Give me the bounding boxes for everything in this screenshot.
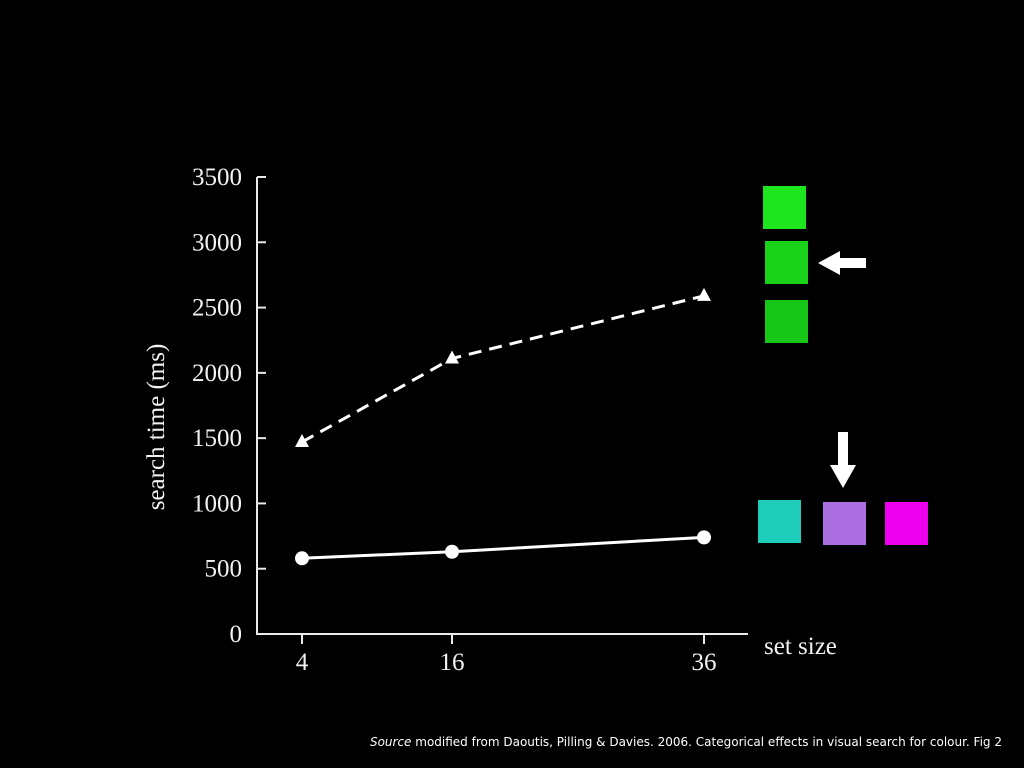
green-swatch-middle-target bbox=[765, 241, 808, 284]
y-tick-label: 500 bbox=[205, 556, 243, 583]
x-axis-title: set size bbox=[764, 633, 837, 660]
x-tick-label: 36 bbox=[692, 649, 717, 676]
y-tick-label: 1000 bbox=[192, 490, 242, 517]
circle-marker bbox=[295, 551, 309, 566]
green-swatch-bottom bbox=[765, 300, 808, 343]
magenta-swatch bbox=[885, 502, 928, 545]
y-tick-label: 3500 bbox=[192, 164, 242, 191]
x-tick-label: 16 bbox=[440, 649, 465, 676]
y-tick-label: 1500 bbox=[192, 425, 242, 452]
green-swatch-top bbox=[763, 186, 806, 229]
source-citation: Source modified from Daoutis, Pilling & … bbox=[370, 735, 1002, 749]
y-axis-title: search time (ms) bbox=[143, 344, 170, 511]
circle-marker bbox=[445, 544, 459, 559]
x-ticks: 4 16 36 bbox=[296, 634, 717, 676]
source-prefix: Source bbox=[369, 735, 412, 749]
teal-swatch bbox=[758, 500, 801, 543]
y-tick-label: 0 bbox=[230, 621, 243, 648]
y-tick-label: 2000 bbox=[192, 360, 242, 387]
y-tick-label: 2500 bbox=[192, 295, 242, 322]
source-text: modified from Daoutis, Pilling & Davies.… bbox=[411, 735, 1002, 749]
x-tick-label: 4 bbox=[296, 649, 309, 676]
series-layer bbox=[295, 287, 711, 566]
y-tick-label: 3000 bbox=[192, 229, 242, 256]
y-ticks: 0 500 1000 1500 2000 2500 3000 3500 bbox=[192, 164, 266, 648]
circle-marker bbox=[697, 530, 711, 545]
down-arrow-icon bbox=[830, 432, 856, 488]
purple-swatch-target bbox=[823, 502, 866, 545]
triangle-marker bbox=[445, 350, 459, 364]
axes bbox=[256, 177, 748, 635]
left-arrow-icon bbox=[818, 251, 866, 275]
dashed-series-line bbox=[301, 294, 705, 444]
solid-series-line bbox=[301, 535, 705, 560]
triangle-marker bbox=[295, 434, 309, 448]
triangle-marker bbox=[697, 287, 711, 301]
